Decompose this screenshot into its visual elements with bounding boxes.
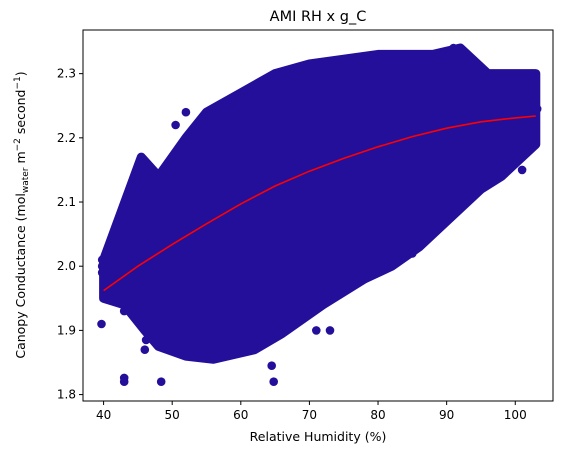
- x-tick-label: 40: [96, 408, 111, 422]
- fit-curve-layer: [103, 115, 536, 292]
- scatter-point: [442, 217, 451, 226]
- scatter-point: [156, 377, 166, 387]
- scatter-point: [318, 69, 328, 78]
- scatter-point: [469, 172, 479, 181]
- x-tick-label: 60: [233, 408, 248, 422]
- scatter-point: [97, 268, 107, 277]
- y-axis-title-part: m: [13, 151, 28, 167]
- scatter-point: [298, 294, 307, 303]
- y-axis-title-subscript: water: [21, 167, 31, 193]
- y-tick-label: 2.0: [57, 259, 76, 273]
- scatter-point: [97, 255, 107, 265]
- scatter-point: [449, 43, 458, 53]
- scatter-point: [215, 345, 225, 355]
- scatter-point: [140, 197, 150, 207]
- y-axis-title: Canopy Conductance (molwater m−2 second−…: [13, 71, 31, 358]
- plot-frame: [82, 29, 554, 402]
- scatter-point: [137, 156, 146, 165]
- scatter-point: [167, 338, 177, 348]
- scatter-point: [528, 69, 537, 78]
- scatter-point: [476, 66, 486, 75]
- scatter-point: [456, 152, 465, 162]
- chart-title: AMI RH x g_C: [270, 9, 367, 25]
- scatter-points: [97, 43, 542, 387]
- y-axis-ticks: 1.8 1.9 2.0 2.1 2.2 2.3: [57, 67, 83, 402]
- y-axis-title-part: second: [13, 90, 28, 139]
- scatter-cloud: [99, 43, 541, 364]
- scatter-point: [171, 120, 180, 130]
- scatter-point: [113, 287, 122, 297]
- scatter-point: [532, 104, 542, 114]
- scatter-point: [267, 361, 277, 371]
- scatter-point: [119, 373, 129, 383]
- scatter-point: [135, 242, 144, 252]
- y-axis-title-superscript: −2: [13, 138, 23, 151]
- scatter-point: [97, 261, 107, 271]
- scatter-point: [312, 326, 321, 335]
- y-axis-title-part: Canopy Conductance (mol: [13, 193, 28, 359]
- scatter-point: [373, 242, 383, 252]
- scatter-point: [141, 335, 151, 345]
- fit-line: [103, 115, 536, 292]
- scatter-point: [126, 281, 136, 290]
- scatter-point: [517, 165, 527, 175]
- scatter-point: [274, 319, 283, 329]
- x-tick-label: 80: [370, 408, 385, 422]
- scatter-point: [150, 287, 160, 297]
- x-tick-label: 50: [165, 408, 180, 422]
- scatter-point: [106, 294, 115, 303]
- x-axis-ticks: 40 50 60 70 80 90 100: [96, 401, 527, 422]
- scatter-point: [490, 146, 500, 155]
- scatter-point: [269, 377, 279, 387]
- y-tick-label: 2.3: [57, 67, 76, 81]
- y-tick-label: 2.1: [57, 195, 76, 209]
- scatter-point: [291, 88, 301, 98]
- y-axis-title-superscript: −1: [13, 76, 23, 89]
- y-tick-label: 1.8: [57, 388, 76, 402]
- scatter-point: [325, 326, 335, 335]
- scatter-point: [140, 345, 150, 355]
- scatter-point: [137, 184, 146, 194]
- x-tick-label: 100: [504, 408, 527, 422]
- x-axis-title: Relative Humidity (%): [250, 429, 387, 444]
- scatter-point: [137, 162, 146, 171]
- x-tick-label: 90: [439, 408, 454, 422]
- scatter-point: [236, 338, 246, 348]
- scatter-point: [119, 306, 129, 316]
- y-tick-label: 2.2: [57, 131, 76, 145]
- scatter-point: [181, 107, 191, 117]
- scatter-point: [408, 249, 417, 258]
- x-tick-label: 70: [302, 408, 317, 422]
- scatter-point: [97, 319, 106, 329]
- y-tick-label: 1.9: [57, 323, 76, 337]
- y-axis-title-part: ): [13, 71, 28, 76]
- scatter-point: [360, 274, 369, 284]
- scatter-point: [531, 140, 541, 149]
- scatter-point: [202, 348, 211, 358]
- scatter-point: [188, 326, 198, 335]
